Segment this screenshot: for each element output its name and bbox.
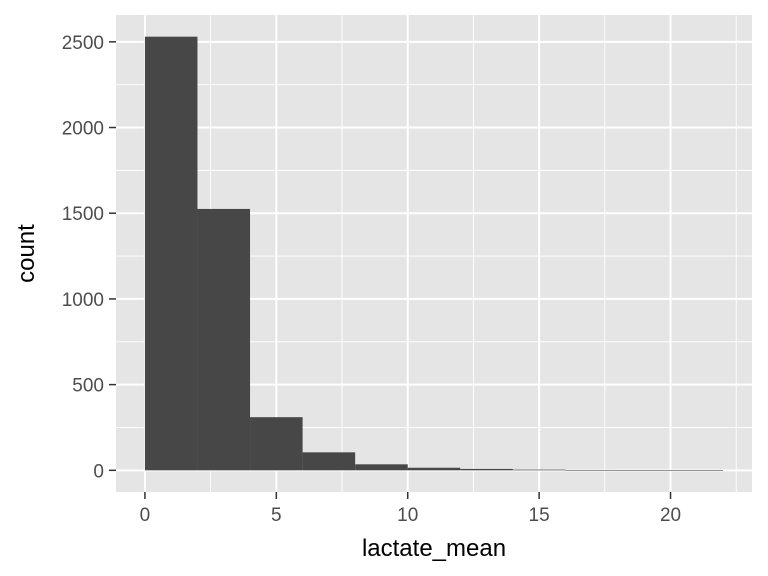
histogram-bar: [407, 467, 461, 471]
x-axis: 0 5 10 15 20: [140, 492, 681, 526]
y-tick-label: 1000: [62, 290, 104, 311]
histogram-bars: [144, 36, 724, 471]
histogram-bar: [144, 36, 198, 471]
y-tick-label: 2500: [62, 33, 104, 54]
x-tick-label: 5: [271, 505, 282, 526]
histogram-bar: [302, 452, 356, 471]
x-tick-label: 0: [140, 505, 151, 526]
x-tick-label: 20: [660, 505, 681, 526]
histogram-bar: [460, 468, 513, 471]
histogram-bar: [355, 464, 408, 471]
histogram-bar: [250, 417, 303, 471]
y-axis: 0 500 1000 1500 2000 2500: [62, 33, 116, 482]
histogram-bar: [565, 469, 618, 471]
y-axis-title: count: [13, 224, 40, 283]
histogram-bar: [617, 470, 671, 471]
x-axis-title: lactate_mean: [362, 535, 506, 562]
y-tick-label: 1500: [62, 204, 104, 225]
histogram-bar: [670, 470, 724, 471]
histogram-bar: [512, 469, 566, 471]
y-tick-label: 500: [72, 376, 104, 397]
y-tick-label: 2000: [62, 119, 104, 140]
histogram-bar: [197, 208, 251, 471]
x-tick-label: 10: [397, 505, 418, 526]
y-tick-label: 0: [93, 461, 104, 482]
x-tick-label: 15: [529, 505, 550, 526]
